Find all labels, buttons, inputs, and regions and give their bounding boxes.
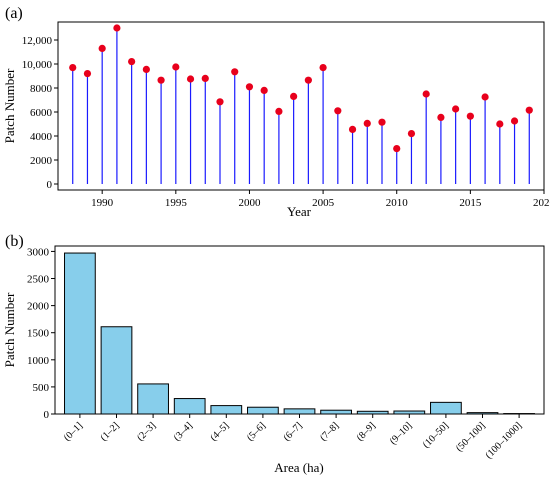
panel-b-ytick-label: 2000 bbox=[27, 301, 50, 313]
panel-a-marker bbox=[407, 130, 416, 138]
panel-b-bar bbox=[430, 401, 462, 415]
panel-b-xtick-label: (1–2] bbox=[99, 420, 122, 443]
panel-b-bar bbox=[137, 383, 169, 415]
panel-a-marker bbox=[363, 119, 371, 127]
panel-b-bar bbox=[356, 410, 389, 415]
panel-b-xtick-label: (0–1] bbox=[62, 420, 85, 443]
panel-a-marker bbox=[186, 75, 195, 83]
panel-a-marker bbox=[525, 106, 533, 114]
panel-b-xlabel: Area (ha) bbox=[274, 460, 323, 475]
panel-a-marker bbox=[69, 64, 77, 72]
panel-a-plot-frame bbox=[57, 21, 545, 191]
panel-a-xtick-label: 2010 bbox=[386, 197, 409, 209]
panel-a-marker bbox=[466, 112, 474, 120]
panel-b-xtick-label: (8–9] bbox=[355, 420, 378, 443]
panel-b-x-axis: (0–1] (1–2] (2–3] (3–4] (4–5] (5–6] (6–7] (7–8]… bbox=[62, 414, 524, 461]
panel-a-ytick-label: 12,000 bbox=[22, 35, 53, 47]
panel-b-label: (b) bbox=[5, 233, 24, 250]
panel-b-ytick-label: 2500 bbox=[27, 274, 50, 286]
panel-a-ytick-label: 0 bbox=[47, 179, 53, 191]
panel-b-y-axis: 0 500 1000 1500 2000 2500 3000 bbox=[27, 246, 55, 421]
panel-b-xtick-label: (100–1000] bbox=[483, 420, 524, 461]
panel-a-xtick-label: 2020 bbox=[533, 197, 550, 209]
panel-a-ytick-label: 10,000 bbox=[22, 59, 53, 71]
panel-a-marker bbox=[290, 92, 298, 100]
panel-a-stems bbox=[69, 24, 533, 184]
panel-b-ytick-label: 0 bbox=[44, 409, 50, 421]
panel-a-ylabel: Patch Number bbox=[2, 68, 17, 143]
panel-a-marker bbox=[452, 105, 460, 113]
panel-b-ylabel: Patch Number bbox=[2, 292, 17, 367]
panel-a-marker bbox=[157, 76, 165, 84]
panel-a-xtick-label: 2000 bbox=[238, 197, 261, 209]
panel-a-marker bbox=[128, 58, 136, 66]
panel-a-ytick-label: 6000 bbox=[30, 107, 53, 119]
panel-b-xtick-label: (5–6] bbox=[245, 420, 268, 443]
panel-a-xtick-label: 1995 bbox=[165, 197, 188, 209]
panel-a-marker bbox=[437, 113, 445, 121]
panel-a-ytick-label: 8000 bbox=[30, 83, 53, 95]
panel-a-marker bbox=[422, 90, 430, 98]
panel-b-bar bbox=[393, 410, 426, 415]
panel-a-xtick-label: 1990 bbox=[91, 197, 114, 209]
panel-a-marker bbox=[172, 63, 180, 71]
panel-a-y-axis: 0 2000 4000 6000 8000 10,000 12,000 bbox=[22, 35, 58, 191]
panel-b-xtick-label: (50–100] bbox=[454, 420, 488, 454]
panel-a-x-axis: 1990 1995 2000 2005 2010 2015 2020 bbox=[91, 190, 550, 209]
panel-b-bar bbox=[210, 405, 243, 415]
panel-a-marker bbox=[481, 93, 489, 101]
panel-b-bar bbox=[283, 408, 316, 415]
panel-b-bar bbox=[173, 398, 206, 415]
panel-a-xtick-label: 2005 bbox=[312, 197, 335, 209]
panel-a-ytick-label: 2000 bbox=[30, 155, 53, 167]
panel-b-bar bbox=[64, 252, 96, 415]
panel-a-marker bbox=[348, 125, 357, 133]
panel-a-marker bbox=[98, 44, 106, 53]
panel-a-marker bbox=[216, 98, 224, 106]
panel-a-label: (a) bbox=[5, 5, 23, 22]
panel-a-marker bbox=[496, 120, 504, 128]
panel-a-marker bbox=[231, 68, 239, 76]
panel-b-bars bbox=[64, 252, 535, 415]
panel-b-ytick-label: 3000 bbox=[27, 246, 50, 258]
panel-a-xlabel: Year bbox=[287, 204, 312, 219]
panel-b-xtick-label: (3–4] bbox=[172, 420, 195, 443]
panel-a-xtick-label: 2015 bbox=[459, 197, 482, 209]
panel-b-xtick-label: (2–3] bbox=[135, 420, 158, 443]
panel-a-marker bbox=[83, 70, 92, 78]
panel-a-marker bbox=[334, 107, 342, 115]
panel-a-marker bbox=[142, 65, 150, 73]
panel-b-bar bbox=[100, 326, 133, 415]
panel-a-marker bbox=[113, 24, 121, 32]
panel-b-bar bbox=[320, 409, 352, 415]
panel-b-ytick-label: 1000 bbox=[27, 355, 50, 367]
panel-a-marker bbox=[393, 145, 401, 153]
panel-b-bar bbox=[466, 412, 499, 415]
panel-b-xtick-label: (9–10] bbox=[388, 420, 415, 447]
panel-a-marker bbox=[378, 118, 386, 126]
panel-a-marker bbox=[245, 83, 254, 91]
panel-b-xtick-label: (4–5] bbox=[208, 420, 231, 443]
panel-b-ytick-label: 500 bbox=[33, 382, 50, 394]
panel-a-marker bbox=[201, 74, 209, 82]
panel-b-ytick-label: 1500 bbox=[27, 328, 50, 340]
panel-a-marker bbox=[260, 86, 268, 94]
panel-a-marker bbox=[304, 76, 312, 84]
panel-b-xtick-label: (6–7] bbox=[282, 420, 305, 443]
panel-a-marker bbox=[319, 64, 327, 72]
panel-a-ytick-label: 4000 bbox=[30, 131, 53, 143]
panel-b-bar bbox=[247, 406, 279, 415]
panel-a-marker bbox=[510, 117, 519, 125]
panel-b-xtick-label: (7–8] bbox=[318, 420, 341, 443]
panel-a-marker bbox=[275, 107, 283, 115]
panel-b-xtick-label: (10–50] bbox=[421, 420, 451, 450]
